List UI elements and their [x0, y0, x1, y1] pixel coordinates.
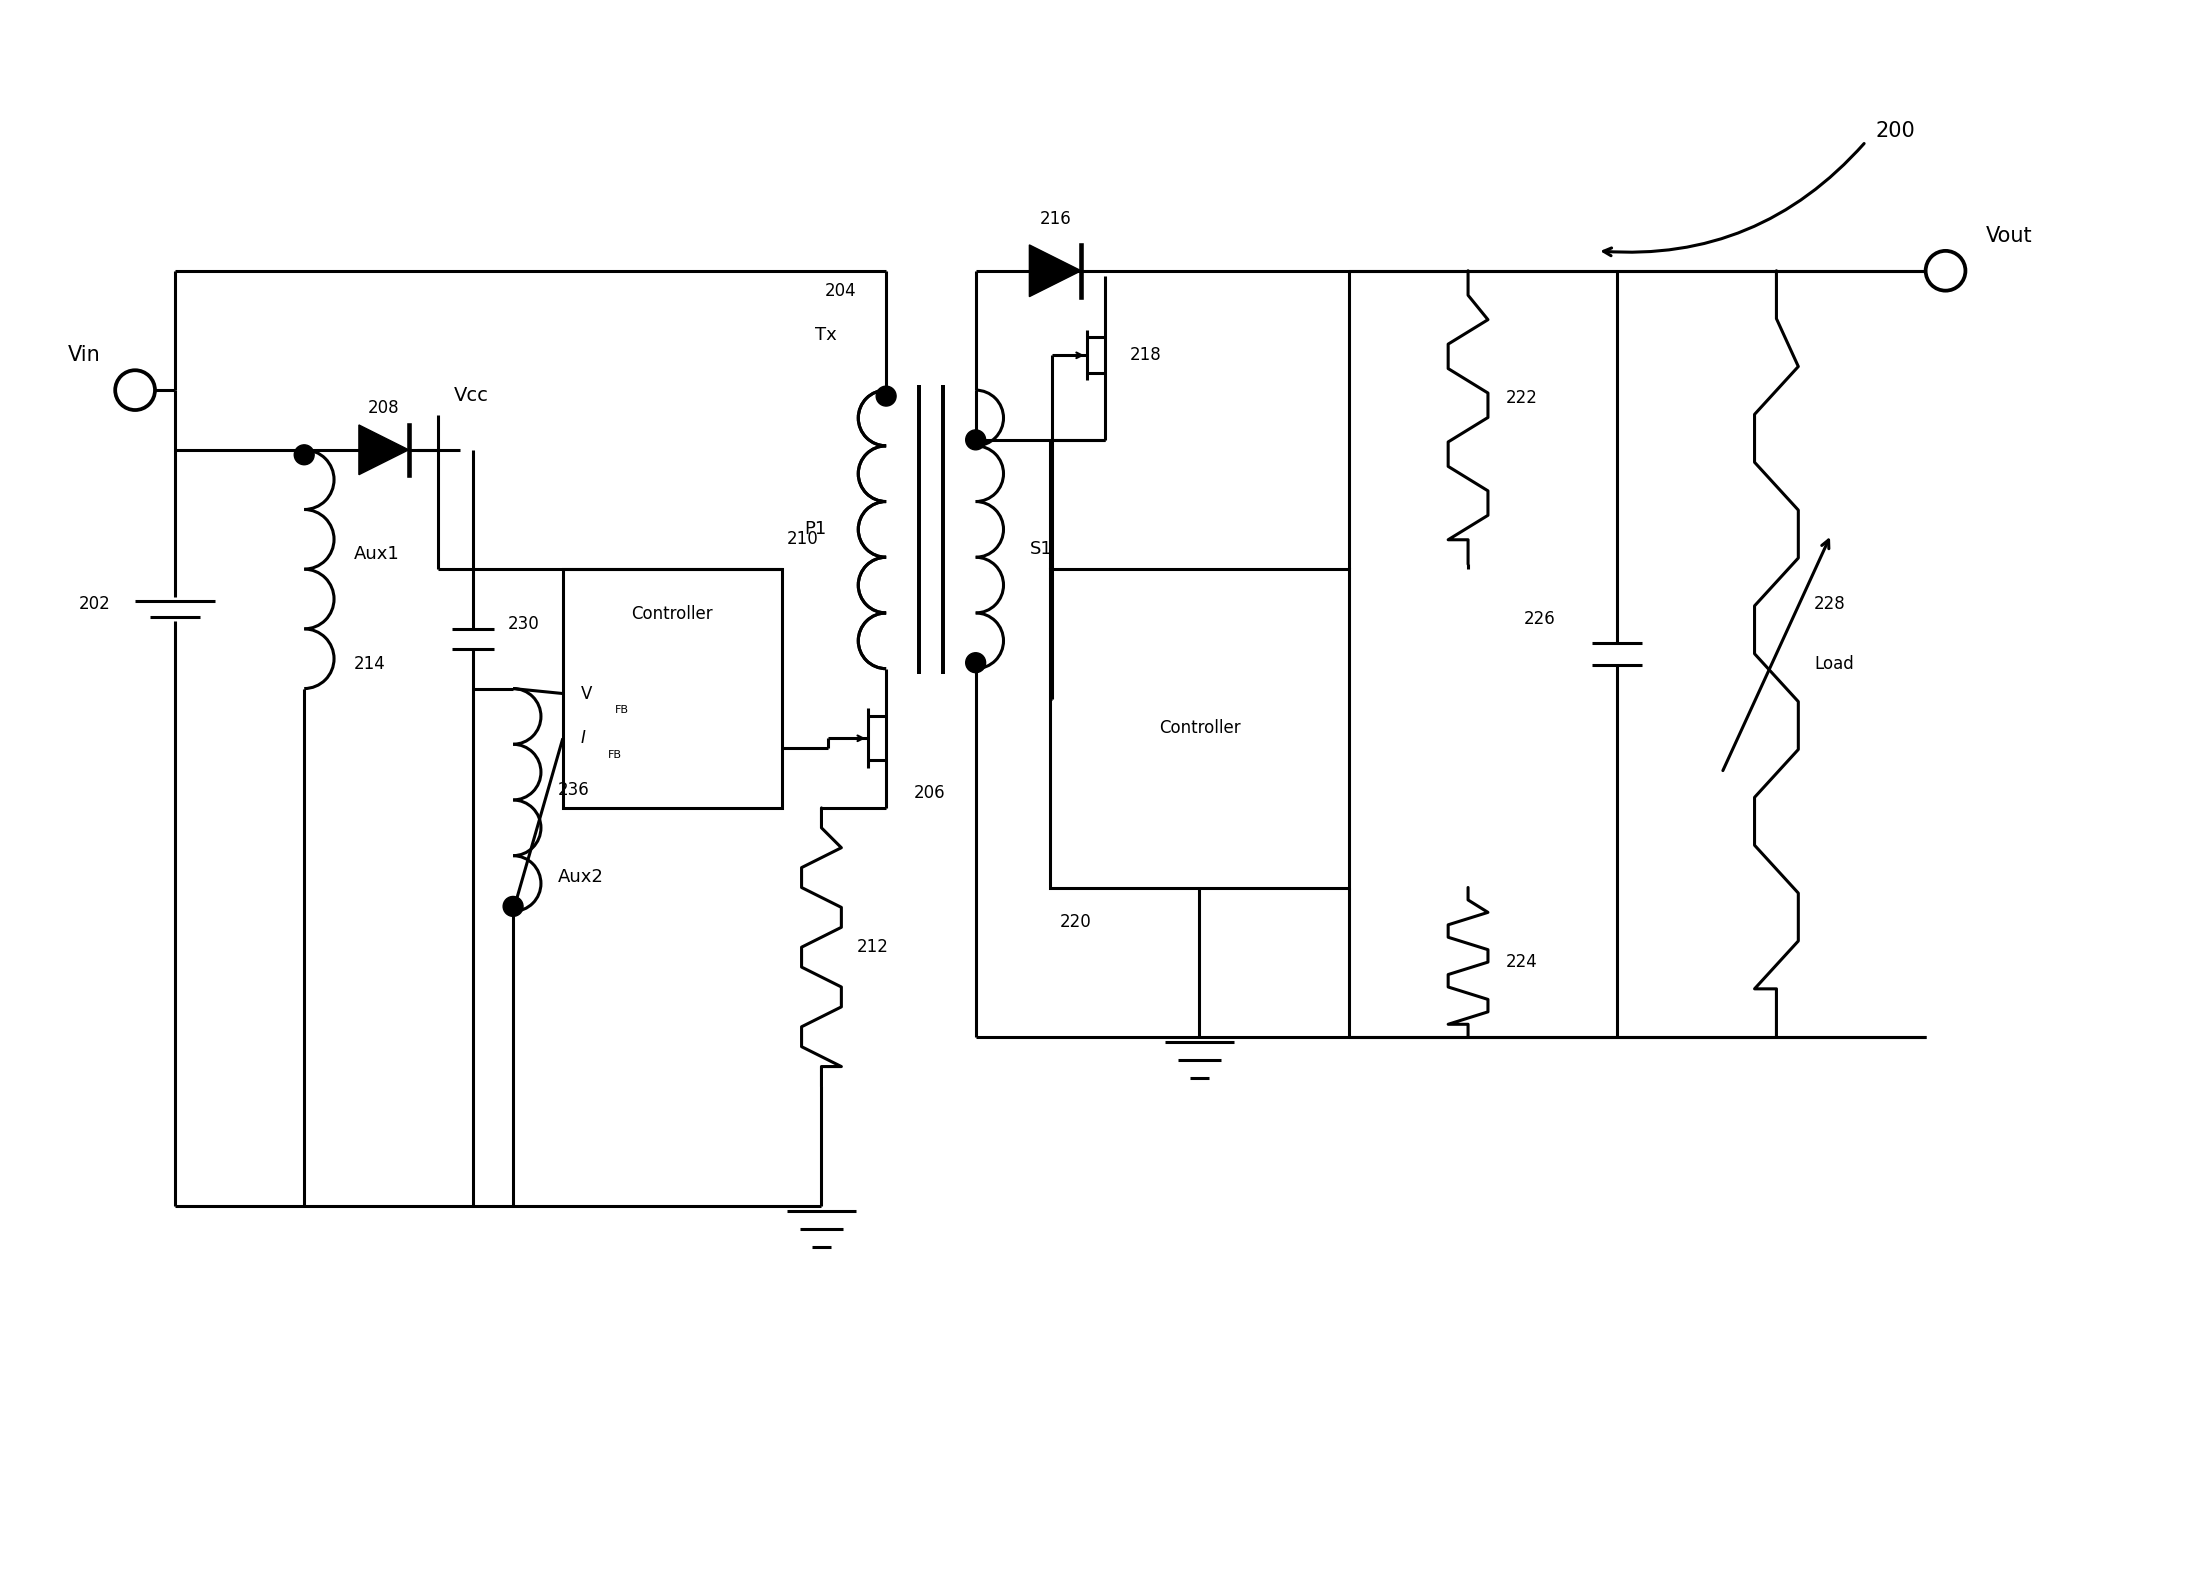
Bar — [563, 569, 781, 808]
Circle shape — [504, 897, 524, 916]
Text: FB: FB — [607, 750, 623, 761]
Circle shape — [966, 430, 986, 449]
Text: 220: 220 — [1060, 913, 1091, 931]
Text: 204: 204 — [825, 281, 856, 300]
Polygon shape — [359, 426, 409, 475]
Text: 208: 208 — [367, 399, 400, 418]
Text: I: I — [581, 729, 585, 748]
Text: Load: Load — [1815, 654, 1855, 673]
Text: 236: 236 — [559, 781, 590, 799]
Text: V: V — [581, 684, 592, 702]
Text: 202: 202 — [79, 596, 110, 613]
Text: 224: 224 — [1505, 953, 1538, 972]
Text: 226: 226 — [1525, 610, 1555, 627]
Text: Aux1: Aux1 — [354, 545, 400, 564]
Text: 214: 214 — [354, 654, 385, 673]
Text: FB: FB — [614, 705, 629, 716]
Text: 210: 210 — [788, 530, 818, 548]
Text: Tx: Tx — [814, 327, 836, 345]
Circle shape — [966, 653, 986, 673]
Text: 230: 230 — [508, 615, 539, 634]
Text: Controller: Controller — [1159, 719, 1241, 737]
Text: Vin: Vin — [68, 345, 101, 365]
Circle shape — [295, 445, 315, 465]
Text: 218: 218 — [1131, 346, 1162, 364]
Polygon shape — [1030, 245, 1080, 297]
Text: 200: 200 — [1877, 122, 1916, 141]
Text: P1: P1 — [805, 521, 827, 538]
Text: Controller: Controller — [631, 605, 713, 622]
Text: 212: 212 — [856, 939, 889, 956]
Text: 222: 222 — [1505, 389, 1538, 407]
Text: 216: 216 — [1038, 210, 1071, 229]
Bar — [1049, 569, 1349, 888]
Text: 206: 206 — [913, 784, 946, 802]
Text: Vcc: Vcc — [453, 386, 488, 405]
Text: Aux2: Aux2 — [559, 867, 603, 886]
Text: S1: S1 — [1030, 540, 1054, 559]
Text: 228: 228 — [1815, 596, 1846, 613]
Text: Vout: Vout — [1984, 225, 2033, 246]
Circle shape — [876, 386, 895, 407]
